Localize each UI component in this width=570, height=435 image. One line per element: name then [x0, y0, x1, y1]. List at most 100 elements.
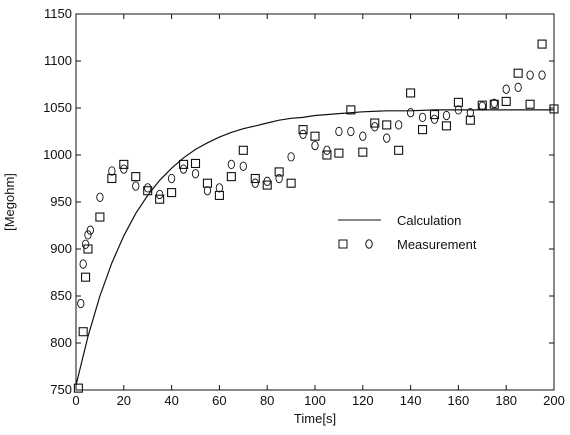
y-tick-label: 950 — [50, 194, 72, 209]
measurement-square-point — [262, 180, 272, 190]
measurement-square-point — [81, 272, 91, 282]
series-layer — [73, 39, 559, 393]
legend-label-calculation: Calculation — [397, 213, 461, 228]
legend: Calculation Measurement — [338, 213, 477, 252]
measurement-circle-point — [394, 120, 403, 130]
x-tick-label: 40 — [164, 393, 178, 408]
measurement-circle-point — [77, 298, 85, 309]
measurement-circle-point — [490, 98, 498, 108]
x-tick-label: 200 — [543, 393, 565, 408]
measurement-square-point — [167, 188, 177, 198]
measurement-square-point — [73, 383, 83, 393]
measurement-circle-point — [406, 108, 415, 118]
measurement-circle-point — [347, 126, 355, 137]
measurement-circle-point — [526, 70, 534, 80]
x-tick-label: 80 — [260, 393, 274, 408]
y-tick-label: 1100 — [44, 53, 72, 68]
measurement-circle-point — [108, 166, 116, 176]
y-tick-label: 850 — [50, 288, 72, 303]
measurement-circle-point — [132, 181, 140, 191]
measurement-square-point — [83, 244, 93, 254]
y-tick-label: 1150 — [44, 6, 72, 21]
measurement-circle-point — [538, 70, 546, 80]
legend-label-measurement: Measurement — [397, 237, 477, 252]
measurement-square-point — [143, 186, 153, 196]
y-axis-label: [Megohm] — [2, 173, 17, 231]
measurement-square-point — [95, 212, 105, 222]
measurement-square-point — [334, 148, 344, 158]
measurement-circle-point — [81, 239, 90, 249]
measurement-square-point — [226, 172, 236, 182]
y-tick-label: 800 — [50, 335, 72, 350]
legend-square-marker — [338, 239, 348, 249]
x-tick-label: 180 — [495, 393, 517, 408]
measurement-circle-point — [84, 230, 92, 240]
measurement-circle-point — [263, 176, 271, 186]
x-tick-label: 0 — [72, 393, 79, 408]
measurement-square-point — [78, 327, 88, 337]
y-tick-label: 750 — [50, 382, 72, 397]
measurement-circle-point — [299, 129, 307, 139]
measurement-circle-point — [514, 82, 522, 92]
x-tick-label: 140 — [400, 393, 422, 408]
measurement-square-point — [286, 178, 296, 188]
measurement-square-point — [322, 150, 332, 160]
measurement-circle-point — [120, 164, 128, 174]
measurement-square-point — [525, 99, 535, 109]
measurement-square-point — [202, 178, 212, 188]
measurement-circle-point — [359, 131, 367, 141]
measurement-circle-point — [287, 152, 295, 162]
y-tick-label: 1000 — [43, 147, 72, 162]
y-tick-label: 900 — [50, 241, 72, 256]
measurement-square-point — [417, 125, 428, 135]
measurement-circle-point — [418, 112, 427, 123]
x-tick-label: 60 — [212, 393, 226, 408]
measurement-square-point — [310, 131, 320, 141]
measurement-square-point — [489, 99, 499, 109]
measurement-square-point — [549, 104, 559, 114]
measurement-circle-point — [323, 145, 331, 155]
measurement-square-point — [179, 159, 189, 169]
measurement-circle-point — [502, 84, 510, 94]
measurement-circle-point — [179, 164, 188, 174]
measurement-circle-point — [191, 169, 200, 179]
x-tick-label: 100 — [304, 393, 326, 408]
measurement-square-point — [250, 173, 260, 184]
x-tick-label: 20 — [117, 393, 131, 408]
measurement-square-point — [238, 145, 248, 155]
measurement-circle-point — [144, 183, 152, 193]
measurement-circle-point — [466, 108, 474, 118]
measurement-square-point — [358, 147, 368, 157]
x-axis-label: Time[s] — [294, 411, 336, 426]
calculation-line — [75, 109, 554, 386]
measurement-square-point — [370, 118, 380, 128]
measurement-circle-point — [442, 110, 451, 121]
measurement-square-point — [119, 159, 129, 169]
measurement-circle-point — [227, 159, 236, 170]
measurement-circle-point — [239, 161, 247, 171]
measurement-circle-point — [215, 183, 224, 193]
measurement-circle-point — [167, 173, 176, 184]
measurement-circle-point — [383, 133, 391, 143]
measurement-square-point — [441, 121, 452, 131]
measurement-circle-point — [478, 101, 486, 111]
ticks-layer: 0 20 40 60 80 100 120 140 160 180 200 750 800 850 900 9… — [43, 6, 565, 408]
measurement-circle-point — [79, 259, 87, 269]
measurement-square-point — [274, 167, 284, 177]
plot-frame — [75, 13, 555, 391]
measurement-square-point — [501, 96, 511, 106]
measurement-circle-point — [86, 225, 94, 235]
measurement-square-point — [453, 97, 463, 107]
x-tick-label: 160 — [448, 393, 470, 408]
measurement-square-point — [190, 158, 201, 169]
measurement-circle-point — [251, 178, 259, 188]
measurement-square-point — [346, 105, 356, 115]
measurement-circle-point — [311, 140, 319, 151]
measurement-square-point — [394, 145, 404, 155]
measurement-square-point — [429, 110, 440, 120]
measurement-circle-point — [335, 126, 343, 137]
measurement-square-point — [465, 115, 475, 125]
measurement-circle-point — [371, 122, 379, 132]
